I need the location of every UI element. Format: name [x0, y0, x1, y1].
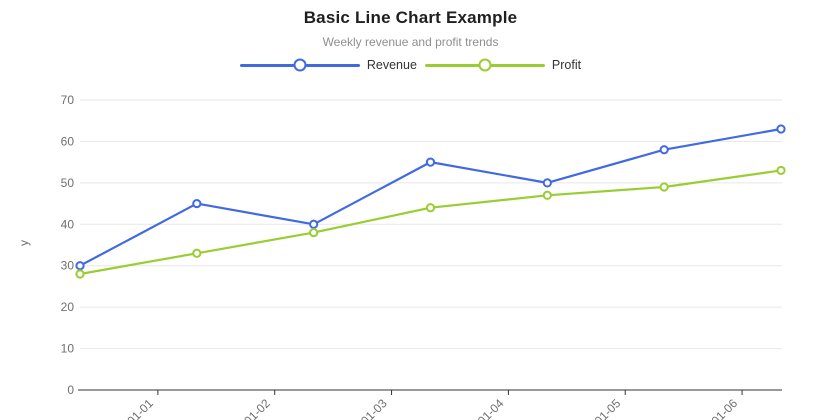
revenue-line [78, 127, 783, 267]
x-tick-label: 01-06 [709, 396, 741, 420]
y-tick-label: 70 [61, 93, 75, 107]
chart-legend: Revenue Profit [0, 58, 821, 72]
x-tick-label: 01-04 [475, 396, 507, 420]
profit-line [78, 169, 783, 276]
legend-item-profit[interactable]: Profit [424, 58, 582, 72]
legend-label-profit: Profit [551, 58, 582, 72]
profit-point-marker [309, 227, 319, 238]
profit-point-marker [659, 182, 669, 192]
revenue-point-marker [776, 124, 786, 134]
legend-label-revenue: Revenue [366, 58, 417, 72]
legend-item-revenue[interactable]: Revenue [239, 58, 417, 72]
profit-point-marker [75, 269, 85, 279]
y-axis-title: y [17, 240, 31, 246]
y-tick-label: 40 [61, 217, 75, 231]
profit-point-marker [776, 165, 786, 176]
y-tick-label: 0 [67, 383, 74, 397]
y-tick-label: 50 [61, 176, 75, 190]
revenue-point-marker [192, 198, 202, 209]
y-tick-label: 10 [61, 342, 75, 356]
revenue-point-marker [542, 178, 552, 188]
y-tick-label: 20 [61, 300, 75, 314]
x-tick-label: 01-01 [124, 396, 156, 420]
profit-line-swatch [424, 58, 545, 72]
profit-point-marker [192, 248, 202, 258]
revenue-line-swatch [239, 58, 360, 72]
revenue-point-marker [75, 261, 85, 271]
x-tick-label: 01-05 [592, 396, 624, 420]
y-tick-label: 30 [61, 259, 75, 273]
chart-subtitle: Weekly revenue and profit trends [322, 35, 499, 49]
revenue-point-marker [425, 157, 436, 167]
chart-title: Basic Line Chart Example [303, 8, 518, 27]
revenue-marker-icon [293, 58, 307, 72]
y-tick-label: 60 [61, 134, 75, 148]
profit-point-marker [425, 203, 436, 213]
revenue-point-marker [659, 145, 669, 155]
revenue-point-marker [309, 219, 319, 229]
profit-marker-icon [478, 58, 492, 72]
profit-point-marker [542, 190, 552, 200]
x-tick-label: 01-02 [241, 396, 273, 420]
x-tick-label: 01-03 [358, 396, 390, 420]
